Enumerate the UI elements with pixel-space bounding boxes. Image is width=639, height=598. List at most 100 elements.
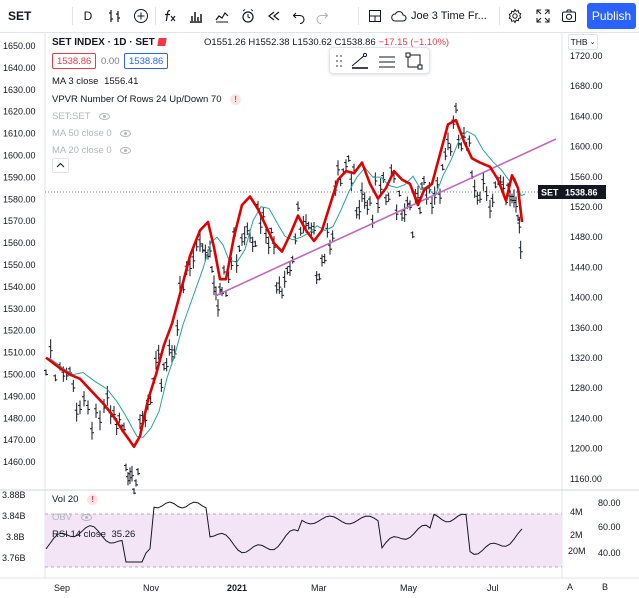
rsi-legend[interactable]: RSI 14 close 35.26 (52, 529, 135, 540)
change-value: −17.15 (−1.10%) (378, 37, 450, 48)
eye-icon[interactable] (120, 129, 132, 137)
ohlc-bar (108, 405, 113, 425)
financials-button[interactable] (185, 4, 207, 28)
rsi-tick: 80.00 (598, 498, 621, 508)
left-price-tick: 1470.00 (3, 435, 36, 445)
alert-button[interactable] (237, 4, 259, 28)
right-price-tick: 1400.00 (570, 293, 603, 303)
compare-button[interactable] (130, 4, 152, 28)
ohlc-bar (402, 203, 407, 222)
ohlc-bar (58, 362, 62, 371)
ohlc-bar (438, 188, 442, 204)
error-icon[interactable]: ! (230, 94, 242, 105)
last-price-value: 1538.86 (565, 188, 598, 198)
ohlc-bar (90, 421, 94, 440)
indicators-button[interactable] (159, 4, 181, 28)
left-price-tick: 1460.00 (3, 457, 36, 467)
vol-tick: 3.88B (2, 490, 26, 500)
ohlc-bar (360, 182, 364, 203)
extend-icon[interactable] (405, 52, 423, 70)
ohlc-bar (242, 226, 247, 246)
replay-button[interactable] (263, 4, 285, 28)
snapshot-button[interactable] (558, 4, 580, 28)
ohlc-bar (280, 288, 284, 299)
bar-style-button[interactable] (104, 4, 126, 28)
collapse-legend-button[interactable] (52, 158, 69, 173)
right-price-tick: 1600.00 (570, 142, 603, 152)
ohlc-bar (94, 403, 98, 418)
right-price-tick: 1240.00 (570, 413, 603, 423)
ohlc-bar (336, 160, 340, 176)
left-price-tick: 1610.00 (3, 129, 36, 139)
templates-button[interactable] (211, 4, 233, 28)
settings-button[interactable] (504, 4, 526, 28)
eye-icon[interactable] (99, 112, 111, 120)
ohlc-bar (312, 221, 316, 235)
eye-icon[interactable] (80, 513, 92, 521)
time-tick: May (400, 583, 418, 593)
ohlc-bar (250, 236, 255, 253)
ohlc-bar (475, 191, 480, 205)
ohlc-bar (64, 367, 69, 381)
flag-icon[interactable] (157, 38, 167, 46)
ohlc-bar (333, 180, 338, 196)
ohlc-bar (132, 488, 136, 495)
ma50-legend[interactable]: MA 50 close 0 (52, 128, 132, 139)
vol-right-tick: 4M (570, 507, 583, 517)
ohlc-bar (504, 196, 508, 206)
ohlc-bar (126, 472, 130, 486)
axis-corner-a[interactable]: A (567, 582, 573, 592)
ohlc-bar (218, 282, 222, 296)
right-price-tick: 1160.00 (570, 474, 602, 484)
ohlc-bar (156, 344, 161, 360)
ohlc-bar (422, 175, 426, 186)
buy-price-box[interactable]: 1538.86 (124, 53, 169, 69)
undo-button[interactable] (289, 4, 309, 28)
eye-icon[interactable] (120, 146, 132, 154)
ohlc-bar (373, 172, 378, 186)
ohlc-bar (405, 196, 410, 209)
error-icon[interactable]: ! (87, 494, 99, 505)
ohlc-bar (269, 227, 274, 234)
symbol-title[interactable]: SET INDEX · 1D · SET (52, 37, 155, 48)
right-price-tick: 1440.00 (570, 262, 603, 272)
bar-chart-icon (190, 12, 202, 23)
vpvr-legend[interactable]: VPVR Number Of Rows 24 Up/Down 70 ! (52, 94, 242, 105)
symbol-search-button[interactable]: SET (4, 4, 68, 28)
obv-legend[interactable]: OBV (52, 512, 92, 523)
time-tick: Mar (311, 583, 327, 593)
line-style-icon[interactable] (377, 52, 397, 70)
ohlc-bar (338, 176, 343, 187)
ohlc-bar (424, 189, 429, 205)
interval-button[interactable]: D (77, 4, 99, 28)
publish-button[interactable]: Publish (587, 3, 636, 29)
camera-icon (562, 9, 576, 22)
ohlc-bar (240, 233, 244, 246)
ohlc-bar (245, 222, 250, 236)
left-price-tick: 1590.00 (3, 172, 36, 182)
ohlc-bar (224, 290, 228, 298)
axis-corner-b[interactable]: B (602, 582, 608, 592)
compare-legend[interactable]: SET:SET (52, 111, 111, 122)
currency-button[interactable]: THB ⌄ (568, 34, 598, 50)
price-bars (44, 102, 523, 495)
right-price-tick: 1560.00 (570, 172, 603, 182)
sell-price-box[interactable]: 1538.86 (52, 53, 97, 69)
redo-button[interactable] (312, 4, 332, 28)
ohlc-bar (134, 479, 138, 487)
ma3-legend[interactable]: MA 3 close 1556.41 (52, 76, 138, 87)
vol-legend[interactable]: Vol 20 ! (52, 494, 99, 505)
layout-grid-button[interactable] (364, 4, 386, 28)
trend-line[interactable] (214, 138, 557, 297)
ma3-line (45, 118, 524, 449)
fullscreen-button[interactable] (532, 4, 554, 28)
ohlc-bar (293, 233, 298, 245)
ohlc-bar (514, 196, 518, 213)
ohlc-bar (365, 200, 370, 215)
drag-handle-icon[interactable] (335, 54, 343, 68)
layout-name-button[interactable]: Joe 3 Time Fr... (390, 4, 496, 28)
line-tool-color-icon[interactable] (350, 52, 370, 70)
ma20-legend[interactable]: MA 20 close 0 (52, 145, 132, 156)
ohlc-bar (296, 201, 300, 212)
